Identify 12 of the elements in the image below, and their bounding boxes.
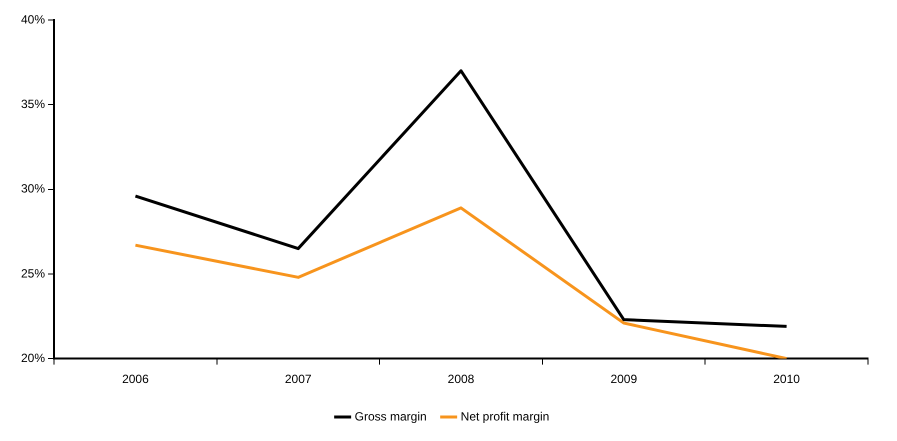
x-tick-label: 2010 [773,372,800,386]
x-tick-label: 2006 [122,372,150,386]
x-tick-label: 2007 [284,372,312,386]
y-tick-label: 35% [20,96,46,111]
x-tick-label: 2008 [448,372,475,386]
y-tick-label: 25% [20,266,46,280]
y-tick-label: 20% [20,350,46,365]
x-tick-label: 2009 [610,372,638,386]
y-tick-label: 40% [20,12,46,26]
y-tick-label: 30% [20,182,46,196]
legend-label: Net profit margin [460,409,550,424]
legend-label: Gross margin [354,409,427,424]
